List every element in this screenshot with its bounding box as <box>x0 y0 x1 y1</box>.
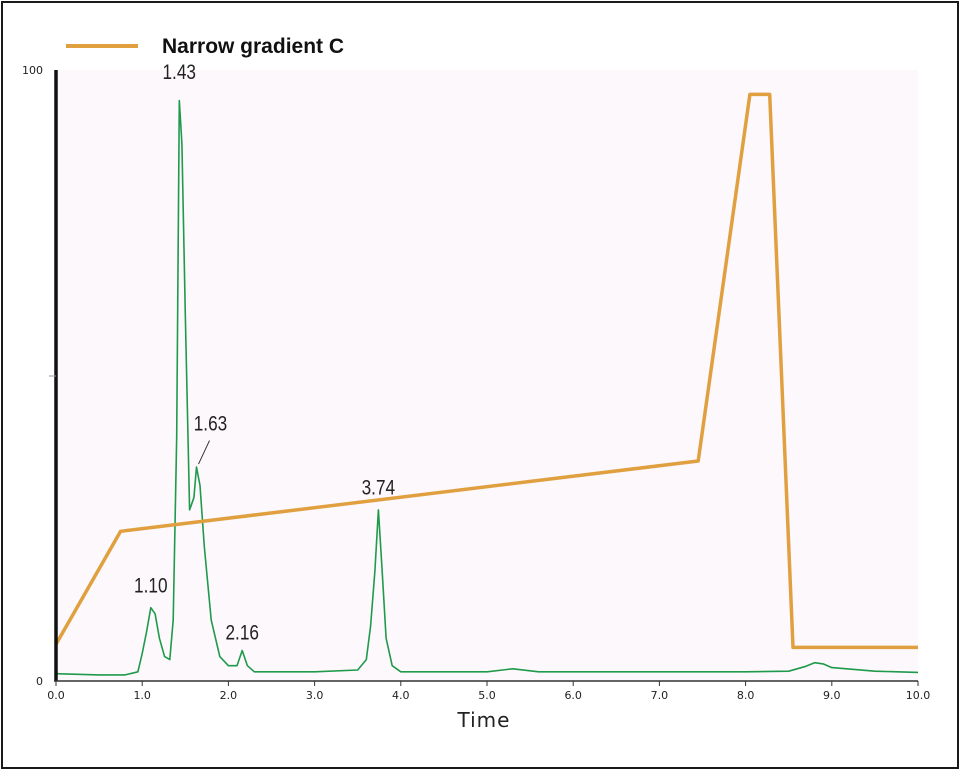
x-tick-label: 7.0 <box>651 689 669 702</box>
x-tick-label: 9.0 <box>823 689 841 702</box>
peak-label: 3.74 <box>362 477 396 500</box>
series-layer <box>54 92 919 676</box>
chromatogram-trace <box>55 99 919 676</box>
annotation-layer: 1.43 1.63 1.10 2.16 3.74 <box>134 62 395 645</box>
legend-label: Narrow gradient C <box>162 35 344 58</box>
y-tick-label: 100 <box>22 64 43 77</box>
y-axis <box>49 70 58 681</box>
peak-label: 2.16 <box>225 622 259 645</box>
x-tick-label: 10.0 <box>906 689 931 702</box>
x-axis-title: Time <box>457 708 511 732</box>
peak-label: 1.63 <box>194 413 228 436</box>
x-tick-label: 8.0 <box>737 689 755 702</box>
gradient-line <box>54 92 918 650</box>
tick-layer: 0.0 1.0 2.0 3.0 4.0 5.0 6.0 7.0 8.0 9.0 10.0 0 100 <box>22 64 930 702</box>
peak-leader-line <box>198 440 210 465</box>
peak-label: 1.10 <box>134 575 168 598</box>
x-tick-label: 3.0 <box>306 689 324 702</box>
y-tick-label: 0 <box>36 675 43 688</box>
x-tick-label: 6.0 <box>564 689 582 702</box>
x-tick-label: 1.0 <box>133 689 151 702</box>
x-tick-label: 5.0 <box>478 689 496 702</box>
x-tick-label: 2.0 <box>220 689 238 702</box>
x-tick-label: 4.0 <box>392 689 410 702</box>
x-tick-label: 0.0 <box>47 689 65 702</box>
plot-area <box>56 70 918 681</box>
peak-label: 1.43 <box>163 62 197 85</box>
legend: Narrow gradient C <box>66 35 344 58</box>
